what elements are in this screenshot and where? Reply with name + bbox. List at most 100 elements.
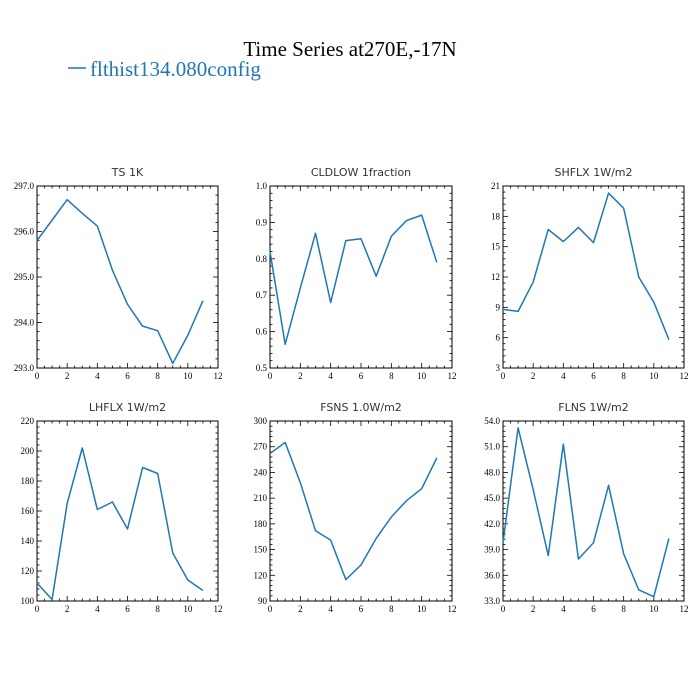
y-tick-label: 296.0 xyxy=(14,227,35,237)
series-line xyxy=(269,441,438,581)
x-tick-label: 8 xyxy=(155,604,160,614)
x-tick-label: 10 xyxy=(183,604,193,614)
y-tick-label: 54.0 xyxy=(484,416,500,426)
y-tick-label: 12 xyxy=(491,272,500,282)
y-tick-label: 18 xyxy=(491,211,501,221)
panel-2: CLDLOW 1fraction 0 2 4 6 8 10 12 0.5 0.6 0.7 0.8 0.9… xyxy=(256,166,457,381)
x-tick-label: 2 xyxy=(65,604,70,614)
y-tick-label: 21 xyxy=(491,181,500,191)
y-tick-label: 293.0 xyxy=(14,363,35,373)
y-tick-label: 295.0 xyxy=(14,272,35,282)
plot-frame xyxy=(269,185,453,369)
x-tick-label: 8 xyxy=(389,604,394,614)
x-tick-label: 4 xyxy=(95,604,100,614)
y-tick-label: 150 xyxy=(254,545,268,555)
plot-frame xyxy=(502,420,685,602)
panels: TS 1K 0 2 4 6 8 10 12 293.0 294.0 295.0 296.0 297.0 C… xyxy=(14,166,689,614)
x-tick-label: 6 xyxy=(359,371,364,381)
x-tick-label: 10 xyxy=(649,604,659,614)
series-line xyxy=(502,192,670,340)
y-tick-label: 0.6 xyxy=(256,327,268,337)
x-tick-label: 0 xyxy=(268,604,273,614)
y-tick-label: 42.0 xyxy=(484,519,500,529)
plot-frame xyxy=(36,420,219,602)
legend: flthist134.080config xyxy=(68,57,261,81)
panel-title: CLDLOW 1fraction xyxy=(311,166,411,179)
x-tick-label: 4 xyxy=(95,371,100,381)
y-tick-label: 15 xyxy=(491,242,501,252)
x-tick-label: 6 xyxy=(125,604,130,614)
x-tick-label: 12 xyxy=(214,371,223,381)
x-tick-label: 8 xyxy=(621,371,626,381)
x-tick-label: 8 xyxy=(389,371,394,381)
panel-title: TS 1K xyxy=(111,166,144,179)
series-line xyxy=(502,427,670,598)
x-tick-label: 8 xyxy=(621,604,626,614)
x-tick-label: 12 xyxy=(448,604,457,614)
x-tick-label: 0 xyxy=(35,371,40,381)
y-tick-label: 90 xyxy=(258,596,268,606)
panel-title: SHFLX 1W/m2 xyxy=(554,166,632,179)
panel-1: TS 1K 0 2 4 6 8 10 12 293.0 294.0 295.0 296.0 297.0 xyxy=(14,166,223,381)
y-tick-label: 51.0 xyxy=(484,442,500,452)
x-tick-label: 12 xyxy=(680,371,689,381)
x-tick-label: 0 xyxy=(501,604,506,614)
plot-frame xyxy=(269,420,453,602)
panel-4: LHFLX 1W/m2 0 2 4 6 8 10 12 100 120 140 160 180 200 22… xyxy=(21,401,223,614)
y-tick-label: 120 xyxy=(21,566,35,576)
y-tick-label: 100 xyxy=(21,596,35,606)
y-tick-label: 9 xyxy=(496,302,501,312)
y-tick-label: 33.0 xyxy=(484,596,500,606)
y-tick-label: 39.0 xyxy=(484,545,500,555)
y-tick-label: 180 xyxy=(21,476,35,486)
x-tick-label: 6 xyxy=(591,604,596,614)
x-tick-label: 2 xyxy=(531,604,536,614)
y-tick-label: 270 xyxy=(254,442,268,452)
x-tick-label: 4 xyxy=(561,604,566,614)
y-tick-label: 45.0 xyxy=(484,493,500,503)
y-tick-label: 120 xyxy=(254,570,268,580)
x-tick-label: 4 xyxy=(328,371,333,381)
y-tick-label: 36.0 xyxy=(484,570,500,580)
x-tick-label: 10 xyxy=(649,371,659,381)
plot-frame xyxy=(502,185,685,369)
y-tick-label: 0.7 xyxy=(256,290,268,300)
panel-title: LHFLX 1W/m2 xyxy=(89,401,166,414)
x-tick-label: 10 xyxy=(417,604,427,614)
y-tick-label: 140 xyxy=(21,536,35,546)
y-tick-label: 3 xyxy=(496,363,501,373)
x-tick-label: 0 xyxy=(501,371,506,381)
panel-3: SHFLX 1W/m2 0 2 4 6 8 10 12 3 6 9 12 15 18 21 xyxy=(491,166,689,381)
y-tick-label: 6 xyxy=(496,333,501,343)
legend-label: flthist134.080config xyxy=(90,57,261,81)
panel-6: FLNS 1W/m2 0 2 4 6 8 10 12 33.0 36.0 39.0 42.0 45.0 4… xyxy=(484,401,688,614)
x-tick-label: 6 xyxy=(359,604,364,614)
x-tick-label: 2 xyxy=(298,371,303,381)
panel-title: FSNS 1.0W/m2 xyxy=(320,401,402,414)
series-line xyxy=(269,214,438,346)
x-tick-label: 0 xyxy=(268,371,273,381)
x-tick-label: 12 xyxy=(680,604,689,614)
x-tick-label: 10 xyxy=(183,371,193,381)
y-tick-label: 200 xyxy=(21,446,35,456)
x-tick-label: 2 xyxy=(65,371,70,381)
y-tick-label: 0.9 xyxy=(256,217,268,227)
y-tick-label: 294.0 xyxy=(14,318,35,328)
x-tick-label: 0 xyxy=(35,604,40,614)
series-line xyxy=(36,447,204,601)
panel-title: FLNS 1W/m2 xyxy=(558,401,628,414)
y-tick-label: 160 xyxy=(21,506,35,516)
series-line xyxy=(36,198,204,365)
y-tick-label: 180 xyxy=(254,519,268,529)
y-tick-label: 48.0 xyxy=(484,467,500,477)
x-tick-label: 2 xyxy=(298,604,303,614)
x-tick-label: 12 xyxy=(214,604,223,614)
y-tick-label: 300 xyxy=(254,416,268,426)
x-tick-label: 12 xyxy=(448,371,457,381)
y-tick-label: 240 xyxy=(254,467,268,477)
y-tick-label: 0.5 xyxy=(256,363,268,373)
x-tick-label: 2 xyxy=(531,371,536,381)
x-tick-label: 10 xyxy=(417,371,427,381)
y-tick-label: 220 xyxy=(21,416,35,426)
